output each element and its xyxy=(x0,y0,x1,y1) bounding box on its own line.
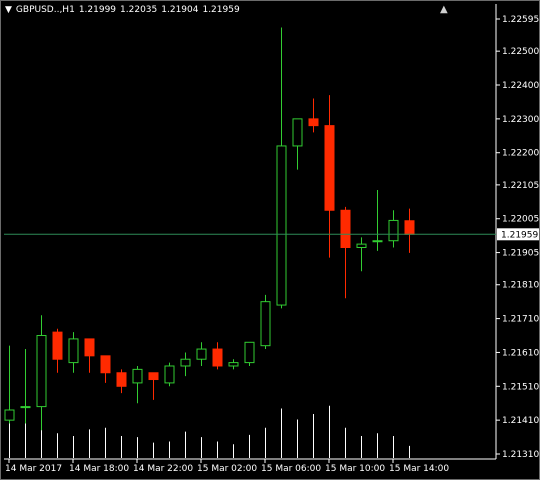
candle-body xyxy=(52,331,63,360)
candle-body xyxy=(180,358,191,367)
candle-body xyxy=(84,338,95,357)
price-tick-label: 1.21510 xyxy=(502,382,539,392)
price-tick-label: 1.22300 xyxy=(502,115,539,125)
price-tick-label: 1.21905 xyxy=(502,249,539,259)
candle-body xyxy=(116,372,127,387)
candle-body xyxy=(196,348,207,360)
candle-body xyxy=(68,338,79,364)
candle-body xyxy=(100,355,111,374)
candle-body xyxy=(404,220,415,235)
price-tick-label: 1.21710 xyxy=(502,315,539,325)
price-tick-label: 1.22595 xyxy=(502,15,539,25)
chart-header: ▼ GBPUSD..,H1 1.21999 1.22035 1.21904 1.21959 xyxy=(5,5,244,15)
candle-body xyxy=(276,145,287,306)
candle-body xyxy=(340,209,351,249)
time-tick-label: 15 Mar 02:00 xyxy=(197,464,257,474)
time-tick-label: 15 Mar 14:00 xyxy=(389,464,449,474)
low-price: 1.21904 xyxy=(161,5,199,15)
price-tick-label: 1.22400 xyxy=(502,81,539,91)
price-tick-label: 1.21810 xyxy=(502,281,539,291)
candle-body xyxy=(244,341,255,364)
time-tick-label: 15 Mar 06:00 xyxy=(261,464,321,474)
open-price: 1.21999 xyxy=(78,5,117,15)
candle-body xyxy=(292,118,303,147)
candle-body xyxy=(324,125,335,211)
price-tick-label: 1.21310 xyxy=(502,450,539,460)
close-price: 1.21959 xyxy=(202,5,240,15)
price-tick-label: 1.22200 xyxy=(502,149,539,159)
candle-body xyxy=(36,335,47,408)
candle-body xyxy=(308,118,319,127)
candle-body xyxy=(372,240,383,243)
price-tick-label: 1.21410 xyxy=(502,416,539,426)
candle-body xyxy=(132,368,143,384)
dropdown-triangle-icon[interactable]: ▼ xyxy=(5,5,12,15)
candle-body xyxy=(148,372,159,381)
price-tick-label: 1.22500 xyxy=(502,47,539,57)
candle-body xyxy=(164,365,175,384)
current-price-label-bg xyxy=(497,228,539,241)
symbol-timeframe: GBPUSD..,H1 xyxy=(15,5,75,15)
candle-body xyxy=(388,219,399,242)
time-tick-label: 14 Mar 2017 xyxy=(5,464,62,474)
candle-body xyxy=(228,362,239,367)
candle-body xyxy=(212,348,223,367)
price-tick-label: 1.22105 xyxy=(502,181,539,191)
candle-body xyxy=(20,406,31,409)
high-price: 1.22035 xyxy=(120,5,158,15)
candle-body xyxy=(356,243,367,249)
price-tick-label: 1.22005 xyxy=(502,215,539,225)
time-tick-label: 14 Mar 18:00 xyxy=(69,464,129,474)
current-price-label: 1.21959 xyxy=(501,230,538,240)
up-triangle-icon[interactable]: ▲ xyxy=(440,4,448,15)
candle-body xyxy=(260,301,271,347)
candle-body xyxy=(4,409,15,421)
time-tick-label: 14 Mar 22:00 xyxy=(133,464,193,474)
time-tick-label: 15 Mar 10:00 xyxy=(325,464,385,474)
price-tick-label: 1.21610 xyxy=(502,348,539,358)
